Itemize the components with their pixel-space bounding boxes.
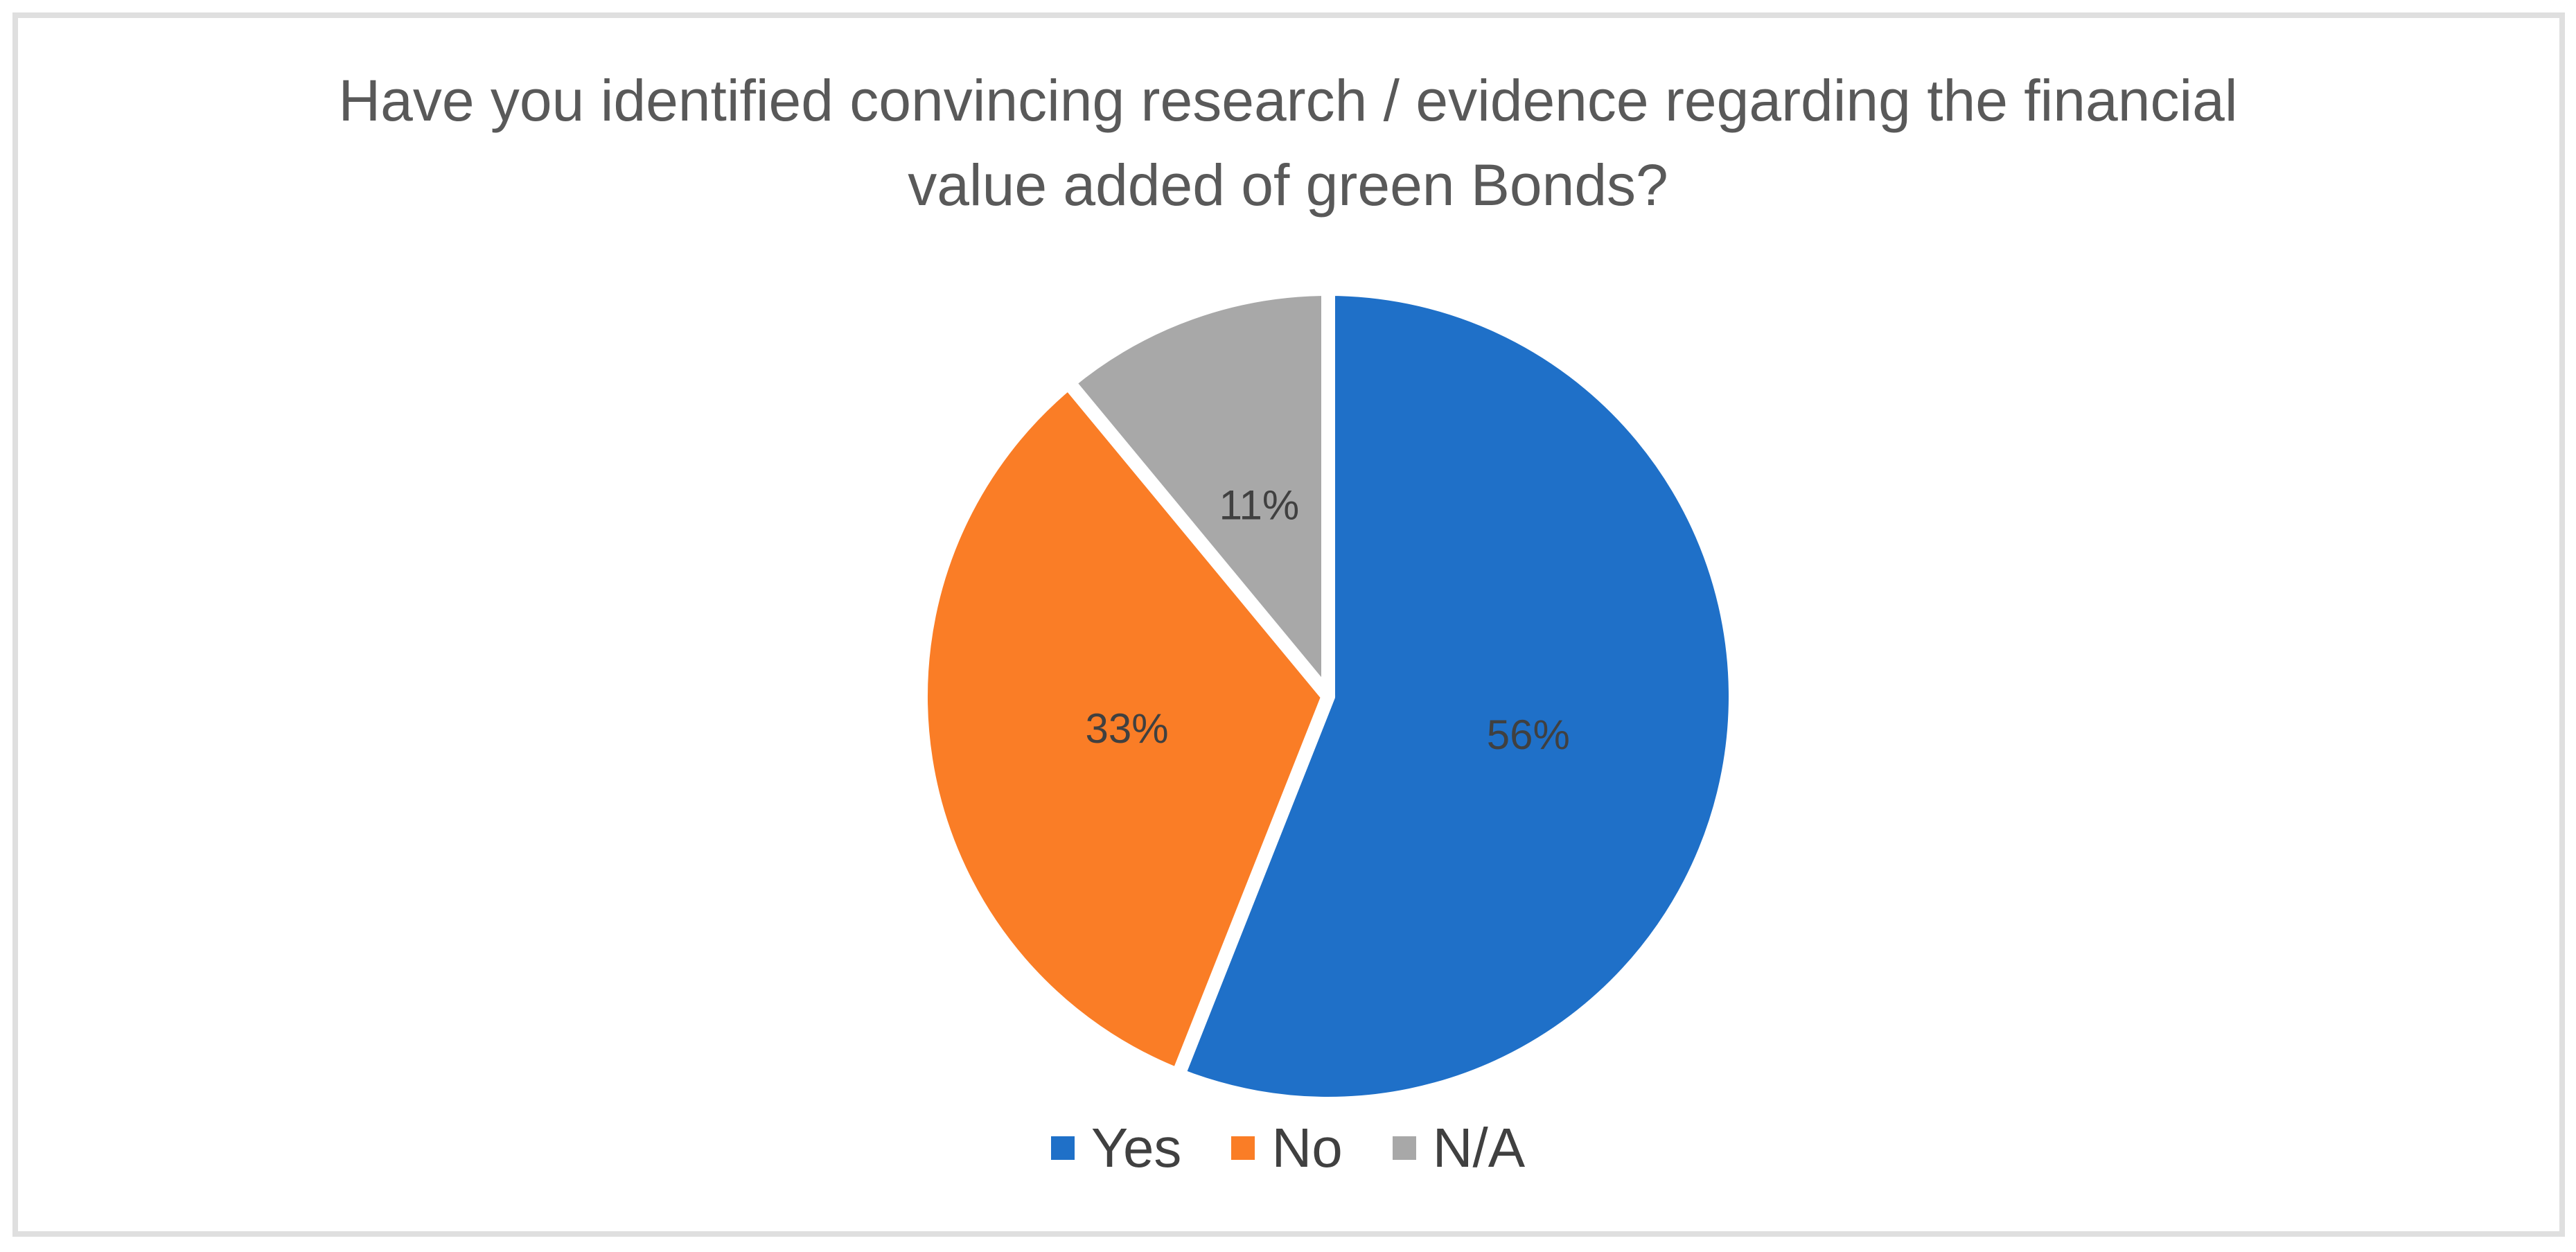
legend-item-yes[interactable]: Yes [1050,1115,1182,1181]
chart-title-line-2: value added of green Bonds? [908,152,1668,218]
legend-item-n-a[interactable]: N/A [1392,1115,1526,1181]
legend-swatch-icon [1392,1136,1416,1160]
chart-title: Have you identified convincing research … [0,58,2576,227]
data-label-yes: 56% [1487,712,1570,758]
chart-title-line-1: Have you identified convincing research … [338,68,2238,133]
pie-slice-n-a[interactable] [1061,282,1335,703]
legend-swatch-icon [1050,1136,1075,1160]
legend-swatch-icon [1231,1136,1255,1160]
data-label-no: 33% [1086,705,1169,752]
pie-slice-no[interactable] [914,375,1335,1082]
legend-label: Yes [1091,1117,1182,1179]
pie-slice-yes[interactable] [1171,282,1743,1111]
chart-legend: Yes No N/A [0,1110,2576,1186]
legend-label: N/A [1432,1117,1526,1179]
data-label-n-a: 11% [1219,482,1300,528]
legend-item-no[interactable]: No [1231,1115,1343,1181]
legend-label: No [1271,1117,1343,1179]
